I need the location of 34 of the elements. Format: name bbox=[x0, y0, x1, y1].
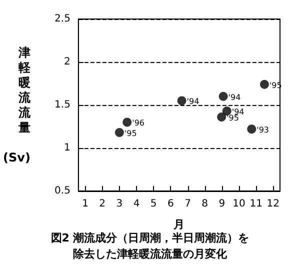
x-tick-label: 10 bbox=[232, 198, 246, 210]
x-axis-title: 月 bbox=[172, 218, 185, 231]
x-tick-label: 2 bbox=[99, 198, 106, 210]
x-tick-label: 8 bbox=[202, 198, 208, 210]
point bbox=[222, 106, 232, 116]
annotation: '94 bbox=[186, 97, 200, 106]
text: 図2 潮流成分（日周潮，半日周潮流）を除去した津軽暖流流量の月変化 bbox=[50, 232, 250, 260]
x-tick-label: 7 bbox=[184, 198, 191, 210]
annotation: '93 bbox=[256, 126, 270, 135]
point bbox=[122, 118, 132, 127]
point bbox=[177, 96, 186, 106]
y-tick-label: 2 bbox=[64, 56, 70, 68]
point bbox=[217, 112, 226, 122]
x-tick-label: 4 bbox=[133, 198, 140, 210]
x-tick-label: 5 bbox=[150, 198, 157, 210]
x-tick-label: 1 bbox=[82, 198, 88, 210]
annotation: '94 bbox=[228, 92, 241, 102]
x-tick-label: 12 bbox=[266, 198, 280, 210]
point bbox=[114, 128, 124, 138]
y-tick-label: 0.5 bbox=[54, 186, 70, 196]
x-tick-label: 9 bbox=[218, 198, 226, 210]
y-tick-label: 2.5 bbox=[54, 14, 70, 24]
point bbox=[247, 124, 256, 134]
x-tick-label: 3 bbox=[116, 198, 123, 210]
x-tick-label: 11 bbox=[250, 198, 262, 210]
y-tick-label: 1 bbox=[64, 142, 70, 154]
x-tick-label: 6 bbox=[167, 198, 174, 210]
point bbox=[218, 92, 228, 101]
y-tick-label: 1.5 bbox=[54, 100, 70, 110]
annotation: '95 bbox=[226, 114, 239, 123]
point bbox=[260, 80, 269, 89]
annotation: '95 bbox=[124, 129, 137, 138]
annotation: '96 bbox=[132, 118, 145, 128]
text: 津軽暖流流量 (Sv) bbox=[2, 46, 30, 164]
